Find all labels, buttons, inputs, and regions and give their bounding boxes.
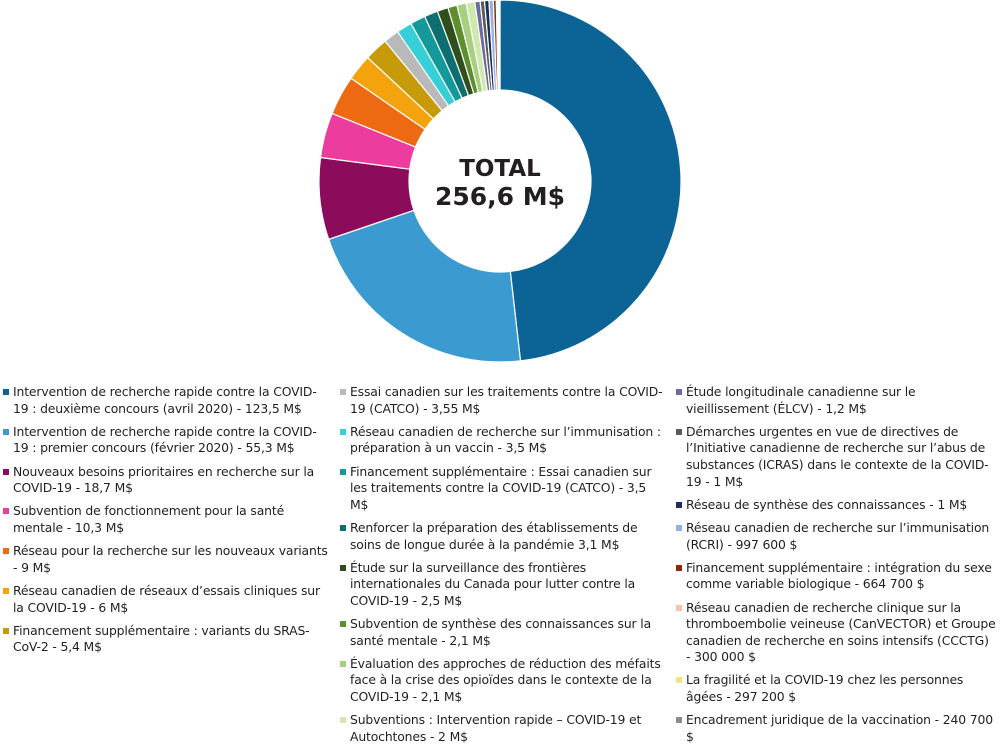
legend-item: Réseau pour la recherche sur les nouveau…: [3, 543, 328, 576]
legend-swatch: [3, 468, 9, 475]
legend-item: Nouveaux besoins prioritaires en recherc…: [3, 464, 328, 497]
legend-label: Démarches urgentes en vue de directives …: [686, 423, 989, 489]
legend-column-2: Essai canadien sur les traitements contr…: [340, 384, 665, 752]
donut-chart: [318, 0, 682, 363]
legend-swatch: [340, 564, 346, 571]
legend-swatch: [3, 389, 9, 395]
legend-swatch: [676, 428, 682, 435]
legend-label: Réseau canadien de réseaux d’essais clin…: [13, 582, 320, 615]
legend-item: Essai canadien sur les traitements contr…: [340, 384, 665, 417]
legend-item: Réseau de synthèse des connaissances - 1…: [676, 497, 996, 514]
legend-item: Encadrement juridique de la vaccination …: [676, 712, 996, 745]
legend-item: Étude longitudinale canadienne sur le vi…: [676, 384, 996, 417]
legend-label: Subventions : Intervention rapide – COVI…: [350, 712, 642, 744]
legend-item: Réseau canadien de recherche sur l’immun…: [676, 520, 996, 553]
legend-swatch: [3, 428, 9, 435]
legend-swatch: [676, 564, 682, 571]
legend-label: Essai canadien sur les traitements contr…: [350, 384, 663, 416]
legend-item: Démarches urgentes en vue de directives …: [676, 424, 996, 490]
legend-item: Financement supplémentaire : intégration…: [676, 560, 996, 593]
legend-item: Subventions : Intervention rapide – COVI…: [340, 712, 665, 745]
legend-label: Réseau canadien de recherche sur l’immun…: [686, 519, 990, 552]
legend-swatch: [676, 501, 682, 508]
legend-item: Évaluation des approches de réduction de…: [340, 656, 665, 706]
legend-label: Subvention de fonctionnement pour la san…: [13, 503, 285, 535]
legend-label: Nouveaux besoins prioritaires en recherc…: [13, 463, 315, 496]
legend-swatch: [676, 389, 682, 395]
legend-item: Étude sur la surveillance des frontières…: [340, 560, 665, 610]
legend-item: Subvention de synthèse des connaissances…: [340, 616, 665, 649]
legend-swatch: [676, 524, 682, 531]
legend-swatch: [340, 389, 346, 395]
legend-column-1: Intervention de recherche rapide contre …: [3, 384, 328, 662]
legend-item: Renforcer la préparation des établisseme…: [340, 520, 665, 553]
legend-column-3: Étude longitudinale canadienne sur le vi…: [676, 384, 996, 752]
legend-swatch: [676, 677, 682, 684]
legend-swatch: [340, 621, 346, 628]
donut-slice-2: [327, 209, 522, 363]
legend-label: Subvention de synthèse des connaissances…: [350, 616, 652, 648]
legend-swatch: [340, 524, 346, 531]
legend-label: La fragilité et la COVID-19 chez les per…: [686, 672, 964, 705]
legend-label: Encadrement juridique de la vaccination …: [686, 712, 993, 744]
legend-label: Réseau canadien de recherche clinique su…: [686, 599, 996, 665]
legend-label: Réseau de synthèse des connaissances - 1…: [686, 496, 968, 512]
legend-label: Réseau canadien de recherche sur l’immun…: [350, 423, 661, 456]
legend-swatch: [340, 428, 346, 435]
legend-swatch: [340, 660, 346, 667]
legend-label: Réseau pour la recherche sur les nouveau…: [13, 543, 328, 575]
legend-label: Renforcer la préparation des établisseme…: [350, 519, 638, 552]
legend-item: Intervention de recherche rapide contre …: [3, 424, 328, 457]
legend-label: Intervention de recherche rapide contre …: [13, 423, 317, 456]
legend-label: Financement supplémentaire : intégration…: [686, 559, 992, 592]
total-title: TOTAL: [459, 156, 541, 182]
legend-swatch: [3, 548, 9, 555]
legend-label: Évaluation des approches de réduction de…: [350, 655, 661, 705]
total-value: 256,6 M$: [434, 182, 566, 211]
legend-swatch: [3, 627, 9, 634]
legend-label: Étude longitudinale canadienne sur le vi…: [686, 384, 916, 416]
legend-label: Financement supplémentaire : Essai canad…: [350, 463, 652, 512]
legend-swatch: [340, 717, 346, 724]
legend-label: Financement supplémentaire : variants du…: [13, 622, 310, 655]
legend-item: Financement supplémentaire : variants du…: [3, 623, 328, 656]
legend-swatch: [3, 508, 9, 515]
legend-item: Intervention de recherche rapide contre …: [3, 384, 328, 417]
legend-item: Réseau canadien de recherche sur l’immun…: [340, 424, 665, 457]
legend-swatch: [676, 717, 682, 724]
legend-item: La fragilité et la COVID-19 chez les per…: [676, 672, 996, 705]
legend-item: Subvention de fonctionnement pour la san…: [3, 503, 328, 536]
donut-slice-23: [498, 0, 501, 91]
donut-slice-1: [499, 0, 682, 362]
legend-swatch: [340, 468, 346, 475]
legend-swatch: [3, 587, 9, 594]
legend-swatch: [676, 604, 682, 611]
legend-item: Réseau canadien de recherche clinique su…: [676, 600, 996, 666]
legend-item: Réseau canadien de réseaux d’essais clin…: [3, 583, 328, 616]
legend-item: Financement supplémentaire : Essai canad…: [340, 464, 665, 514]
legend-label: Intervention de recherche rapide contre …: [13, 384, 317, 416]
legend-label: Étude sur la surveillance des frontières…: [350, 559, 636, 608]
